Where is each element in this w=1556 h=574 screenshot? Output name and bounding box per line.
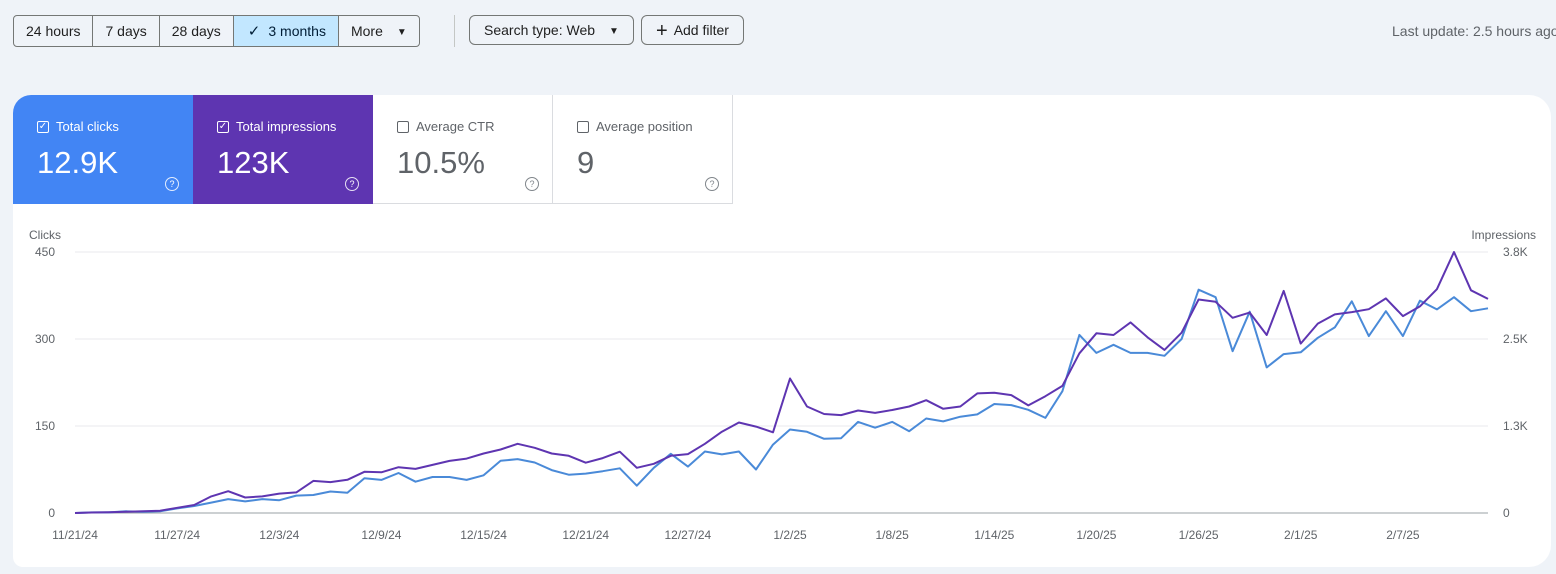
x-tick-label: 12/27/24 bbox=[665, 528, 712, 542]
performance-chart[interactable]: Clicks Impressions 0 150 300 450 0 1.3K 2.5K 3… bbox=[13, 95, 1551, 567]
left-tick-label: 150 bbox=[35, 419, 55, 433]
right-tick-label: 2.5K bbox=[1503, 332, 1528, 346]
chart-lines bbox=[74, 251, 1489, 514]
x-tick-label: 1/2/25 bbox=[773, 528, 807, 542]
metric-average-position[interactable]: Average position 9 ? bbox=[553, 95, 733, 204]
performance-card: ✓ Total clicks 12.9K ? ✓ Total impressio… bbox=[13, 95, 1551, 567]
metric-label: Total impressions bbox=[236, 119, 337, 134]
metric-label: Average position bbox=[596, 119, 693, 134]
left-axis-ticks: 0 150 300 450 bbox=[35, 245, 55, 520]
series-line-clicks bbox=[74, 288, 1489, 514]
x-tick-label: 2/1/25 bbox=[1284, 528, 1318, 542]
x-tick-label: 12/3/24 bbox=[259, 528, 299, 542]
series-line-impressions bbox=[74, 251, 1489, 514]
metric-total-impressions[interactable]: ✓ Total impressions 123K ? bbox=[193, 95, 373, 204]
metric-value: 10.5% bbox=[397, 145, 485, 180]
checkbox-unchecked-icon[interactable] bbox=[577, 121, 589, 133]
x-tick-label: 11/27/24 bbox=[154, 528, 200, 542]
metric-label: Average CTR bbox=[416, 119, 495, 134]
right-tick-label: 3.8K bbox=[1503, 245, 1528, 259]
x-tick-label: 11/21/24 bbox=[52, 528, 98, 542]
right-axis-label: Impressions bbox=[1471, 228, 1536, 242]
plus-icon: + bbox=[656, 20, 668, 42]
date-range-group: 24 hours 7 days 28 days ✓ 3 months More ▼ bbox=[13, 15, 420, 47]
right-tick-label: 0 bbox=[1503, 506, 1510, 520]
toolbar-divider bbox=[454, 15, 455, 47]
search-type-button[interactable]: Search type: Web ▼ bbox=[469, 15, 634, 45]
x-tick-label: 12/9/24 bbox=[361, 528, 401, 542]
x-axis-ticks: 11/21/24 11/27/24 12/3/24 12/9/24 12/15/24 12… bbox=[52, 528, 1420, 542]
add-filter-button[interactable]: + Add filter bbox=[641, 15, 744, 45]
right-tick-label: 1.3K bbox=[1503, 419, 1528, 433]
checkbox-checked-icon[interactable]: ✓ bbox=[37, 121, 49, 133]
check-icon: ✓ bbox=[247, 23, 261, 40]
range-more-button[interactable]: More ▼ bbox=[339, 16, 419, 46]
checkbox-unchecked-icon[interactable] bbox=[397, 121, 409, 133]
chart-grid bbox=[75, 251, 1488, 514]
help-icon[interactable]: ? bbox=[525, 177, 539, 191]
left-tick-label: 450 bbox=[35, 245, 55, 259]
x-tick-label: 1/14/25 bbox=[974, 528, 1014, 542]
metric-value: 123K bbox=[217, 145, 290, 180]
toolbar: 24 hours 7 days 28 days ✓ 3 months More ▼ … bbox=[0, 0, 1556, 62]
help-icon[interactable]: ? bbox=[165, 177, 179, 191]
left-tick-label: 0 bbox=[48, 506, 55, 520]
range-28-days-button[interactable]: 28 days bbox=[160, 16, 234, 46]
metric-value: 12.9K bbox=[37, 145, 119, 180]
range-3-months-button[interactable]: ✓ 3 months bbox=[233, 16, 339, 46]
left-axis-label: Clicks bbox=[29, 228, 61, 242]
help-icon[interactable]: ? bbox=[345, 177, 359, 191]
right-axis-ticks: 0 1.3K 2.5K 3.8K bbox=[1503, 245, 1528, 520]
left-tick-label: 300 bbox=[35, 332, 55, 346]
x-tick-label: 12/21/24 bbox=[562, 528, 609, 542]
metric-total-clicks[interactable]: ✓ Total clicks 12.9K ? bbox=[13, 95, 193, 204]
range-24-hours-button[interactable]: 24 hours bbox=[14, 16, 94, 46]
metric-label: Total clicks bbox=[56, 119, 119, 134]
metric-value: 9 bbox=[577, 145, 595, 180]
caret-down-icon: ▼ bbox=[396, 27, 407, 38]
x-tick-label: 1/20/25 bbox=[1076, 528, 1116, 542]
caret-down-icon: ▼ bbox=[609, 26, 619, 37]
x-tick-label: 2/7/25 bbox=[1386, 528, 1420, 542]
x-tick-label: 12/15/24 bbox=[460, 528, 507, 542]
last-update-text: Last update: 2.5 hours ago bbox=[1392, 23, 1556, 39]
range-7-days-button[interactable]: 7 days bbox=[93, 16, 160, 46]
x-tick-label: 1/26/25 bbox=[1179, 528, 1219, 542]
metric-average-ctr[interactable]: Average CTR 10.5% ? bbox=[373, 95, 553, 204]
checkbox-checked-icon[interactable]: ✓ bbox=[217, 121, 229, 133]
help-icon[interactable]: ? bbox=[705, 177, 719, 191]
x-tick-label: 1/8/25 bbox=[875, 528, 909, 542]
